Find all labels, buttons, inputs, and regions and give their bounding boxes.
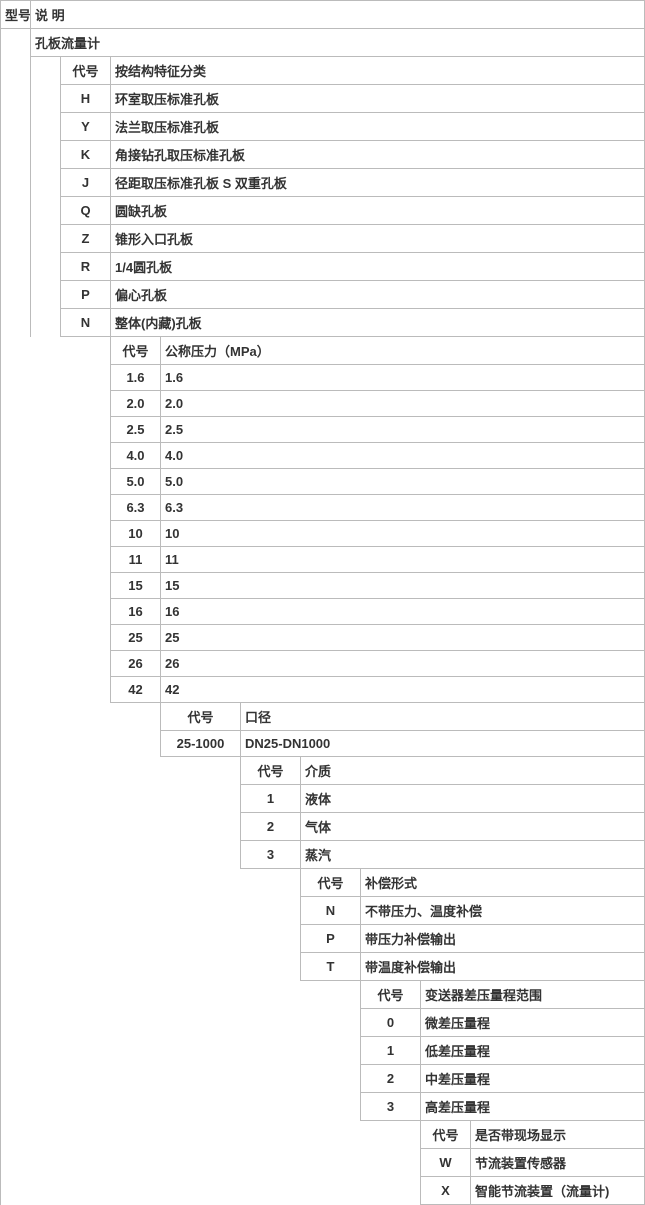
s6-desc: 中差压量程: [421, 1065, 645, 1093]
s2-desc: 2.5: [161, 417, 645, 443]
s5-code-label: 代号: [301, 869, 361, 897]
s1-desc: 圆缺孔板: [111, 197, 645, 225]
s3-code: 25-1000: [161, 731, 241, 757]
s2-code: 4.0: [111, 443, 161, 469]
s3-desc-label: 口径: [241, 703, 645, 731]
s2-code-label: 代号: [111, 337, 161, 365]
s1-desc: 径距取压标准孔板 S 双重孔板: [111, 169, 645, 197]
s3-desc: DN25-DN1000: [241, 731, 645, 757]
s6-code: 3: [361, 1093, 421, 1121]
s3-code-label: 代号: [161, 703, 241, 731]
s5-code: N: [301, 897, 361, 925]
s4-desc: 蒸汽: [301, 841, 645, 869]
s2-desc: 26: [161, 651, 645, 677]
s1-code: N: [61, 309, 111, 337]
s2-desc: 1.6: [161, 365, 645, 391]
s2-code: 15: [111, 573, 161, 599]
s2-code: 10: [111, 521, 161, 547]
s2-code: 5.0: [111, 469, 161, 495]
s1-desc: 锥形入口孔板: [111, 225, 645, 253]
s1-code: Z: [61, 225, 111, 253]
s1-code: Y: [61, 113, 111, 141]
s2-code: 2.5: [111, 417, 161, 443]
s1-desc-label: 按结构特征分类: [111, 57, 645, 85]
s6-code: 0: [361, 1009, 421, 1037]
s1-desc: 环室取压标准孔板: [111, 85, 645, 113]
s2-code: 1.6: [111, 365, 161, 391]
s1-desc: 整体(内藏)孔板: [111, 309, 645, 337]
s2-desc: 4.0: [161, 443, 645, 469]
s6-desc: 高差压量程: [421, 1093, 645, 1121]
s2-desc: 6.3: [161, 495, 645, 521]
s4-desc-label: 介质: [301, 757, 645, 785]
s1-code: P: [61, 281, 111, 309]
s4-desc: 气体: [301, 813, 645, 841]
col-desc: 说 明: [31, 1, 645, 29]
s2-desc: 25: [161, 625, 645, 651]
s2-desc: 5.0: [161, 469, 645, 495]
s1-code: Q: [61, 197, 111, 225]
s2-desc: 10: [161, 521, 645, 547]
s7-code-label: 代号: [421, 1121, 471, 1149]
s5-code: P: [301, 925, 361, 953]
s4-code: 3: [241, 841, 301, 869]
s1-code: J: [61, 169, 111, 197]
s2-desc: 11: [161, 547, 645, 573]
s5-code: T: [301, 953, 361, 981]
s2-code: 16: [111, 599, 161, 625]
s5-desc: 不带压力、温度补偿: [361, 897, 645, 925]
s2-code: 26: [111, 651, 161, 677]
s6-desc-label: 变送器差压量程范围: [421, 981, 645, 1009]
s1-desc: 1/4圆孔板: [111, 253, 645, 281]
s4-desc: 液体: [301, 785, 645, 813]
s2-code: 11: [111, 547, 161, 573]
s2-desc-label: 公称压力（MPa）: [161, 337, 645, 365]
s1-code: R: [61, 253, 111, 281]
col-model: 型号: [1, 1, 31, 29]
spec-table: 型号说 明孔板流量计代号按结构特征分类H环室取压标准孔板Y法兰取压标准孔板K角接…: [0, 0, 645, 1205]
s1-code-label: 代号: [61, 57, 111, 85]
s2-desc: 2.0: [161, 391, 645, 417]
s2-code: 2.0: [111, 391, 161, 417]
s7-code: X: [421, 1177, 471, 1205]
s6-code: 1: [361, 1037, 421, 1065]
s2-code: 42: [111, 677, 161, 703]
s4-code: 1: [241, 785, 301, 813]
s1-code: K: [61, 141, 111, 169]
s4-code-label: 代号: [241, 757, 301, 785]
s1-code: H: [61, 85, 111, 113]
s2-desc: 15: [161, 573, 645, 599]
s6-desc: 低差压量程: [421, 1037, 645, 1065]
s7-desc-label: 是否带现场显示: [471, 1121, 645, 1149]
s2-code: 6.3: [111, 495, 161, 521]
s1-desc: 偏心孔板: [111, 281, 645, 309]
s5-desc-label: 补偿形式: [361, 869, 645, 897]
s2-desc: 16: [161, 599, 645, 625]
s7-desc: 智能节流装置（流量计): [471, 1177, 645, 1205]
s6-code-label: 代号: [361, 981, 421, 1009]
s6-desc: 微差压量程: [421, 1009, 645, 1037]
s2-code: 25: [111, 625, 161, 651]
s1-desc: 角接钻孔取压标准孔板: [111, 141, 645, 169]
s6-code: 2: [361, 1065, 421, 1093]
s5-desc: 带温度补偿输出: [361, 953, 645, 981]
s2-desc: 42: [161, 677, 645, 703]
s4-code: 2: [241, 813, 301, 841]
s1-desc: 法兰取压标准孔板: [111, 113, 645, 141]
product-title: 孔板流量计: [31, 29, 645, 57]
s5-desc: 带压力补偿输出: [361, 925, 645, 953]
